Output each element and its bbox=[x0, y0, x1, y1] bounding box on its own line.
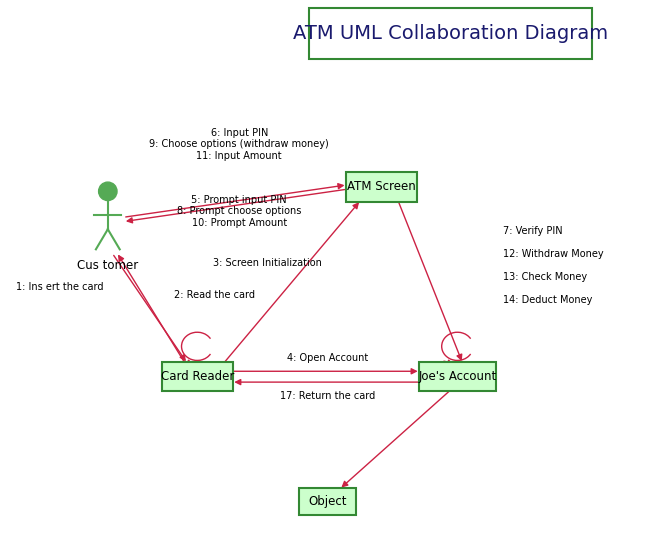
Text: 1: Ins ert the card: 1: Ins ert the card bbox=[16, 282, 103, 292]
FancyBboxPatch shape bbox=[299, 488, 356, 515]
Text: Card Reader: Card Reader bbox=[161, 370, 234, 383]
Text: 5: Prompt input PIN
8: Prompt choose options
10: Prompt Amount: 5: Prompt input PIN 8: Prompt choose opt… bbox=[177, 195, 302, 228]
Text: 2: Read the card: 2: Read the card bbox=[174, 291, 255, 300]
Text: 4: Open Account: 4: Open Account bbox=[287, 353, 368, 363]
Text: ATM UML Collaboration Diagram: ATM UML Collaboration Diagram bbox=[293, 23, 608, 43]
Text: 3: Screen Initialization: 3: Screen Initialization bbox=[213, 259, 322, 268]
FancyBboxPatch shape bbox=[309, 8, 592, 59]
Text: Joe's Account: Joe's Account bbox=[419, 370, 497, 383]
Text: ATM Screen: ATM Screen bbox=[347, 180, 416, 193]
FancyBboxPatch shape bbox=[419, 362, 495, 391]
Text: 7: Verify PIN

12: Withdraw Money

13: Check Money

14: Deduct Money: 7: Verify PIN 12: Withdraw Money 13: Che… bbox=[504, 226, 604, 305]
Circle shape bbox=[99, 182, 117, 201]
Text: 6: Input PIN
9: Choose options (withdraw money)
11: Input Amount: 6: Input PIN 9: Choose options (withdraw… bbox=[150, 128, 329, 161]
Text: 17: Return the card: 17: Return the card bbox=[280, 391, 375, 401]
FancyBboxPatch shape bbox=[162, 362, 233, 391]
Text: Cus tomer: Cus tomer bbox=[77, 259, 138, 272]
FancyBboxPatch shape bbox=[346, 172, 417, 202]
Text: Object: Object bbox=[308, 495, 346, 508]
